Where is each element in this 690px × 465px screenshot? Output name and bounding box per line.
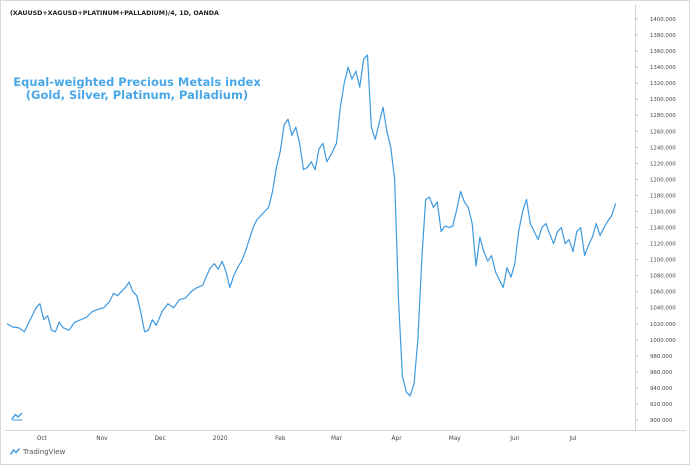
y-tick-label: 1320.000 (650, 81, 676, 87)
x-tick-label: Oct (37, 436, 48, 442)
y-tick-label: 1300.000 (650, 97, 676, 103)
x-tick-label: Feb (275, 436, 286, 442)
y-tick-label: 1240.000 (650, 145, 676, 151)
x-tick-label: 2020 (213, 436, 228, 442)
x-tick-label: Mar (331, 436, 343, 442)
y-tick-label: 940.000 (650, 386, 673, 392)
y-tick-label: 1000.000 (650, 338, 676, 344)
plot-area[interactable] (5, 5, 635, 430)
y-tick-label: 1360.000 (650, 49, 676, 55)
symbol-title: (XAUUSD+XAGUSD+PLATINUM+PALLADIUM)/4, 1D… (10, 10, 219, 17)
x-tick-label: Apr (392, 436, 403, 442)
x-tick-label: Jun (509, 436, 519, 442)
y-tick-label: 1040.000 (650, 306, 676, 312)
series-line (6, 54, 617, 397)
x-tick-label: Jul (568, 436, 576, 442)
y-tick-label: 1120.000 (650, 242, 676, 248)
tradingview-brand[interactable]: TradingView (10, 447, 65, 456)
plot-background (5, 5, 635, 430)
annotation-line-1: Equal-weighted Precious Metals index (13, 75, 261, 89)
y-tick-label: 1260.000 (650, 129, 676, 135)
tradingview-logo-icon (10, 448, 20, 455)
y-tick-label: 920.000 (650, 402, 673, 408)
y-tick-label: 1160.000 (650, 209, 676, 215)
y-tick-label: 1200.000 (650, 177, 676, 183)
annotation-line-2: (Gold, Silver, Platinum, Palladium) (25, 88, 249, 102)
y-tick-label: 1020.000 (650, 322, 676, 328)
time-axis[interactable]: Oct Nov Dec 2020 Feb Mar Apr May Jun Jul (37, 436, 577, 442)
y-tick-label: 960.000 (650, 370, 673, 376)
y-tick-label: 1100.000 (650, 258, 676, 264)
y-tick-label: 1220.000 (650, 161, 676, 167)
chart-annotation: Equal-weighted Precious Metals index (Go… (8, 76, 266, 102)
y-tick-label: 1380.000 (650, 33, 676, 39)
y-tick-label: 1180.000 (650, 193, 676, 199)
x-tick-label: Nov (96, 436, 108, 442)
y-tick-label: 1340.000 (650, 65, 676, 71)
price-axis[interactable]: 900.000 920.000 940.000 960.000 980.000 1000.… (635, 17, 676, 424)
x-tick-label: Dec (154, 436, 165, 442)
y-tick-label: 1400.000 (650, 17, 676, 23)
y-tick-label: 1140.000 (650, 226, 676, 232)
tradingview-label: TradingView (23, 447, 66, 456)
y-tick-label: 1280.000 (650, 113, 676, 119)
y-tick-label: 980.000 (650, 354, 673, 360)
y-tick-label: 1060.000 (650, 290, 676, 296)
y-tick-label: 1080.000 (650, 274, 676, 280)
y-tick-label: 900.000 (650, 418, 673, 424)
x-tick-label: May (449, 436, 462, 442)
tradingview-watermark-icon (11, 412, 23, 421)
